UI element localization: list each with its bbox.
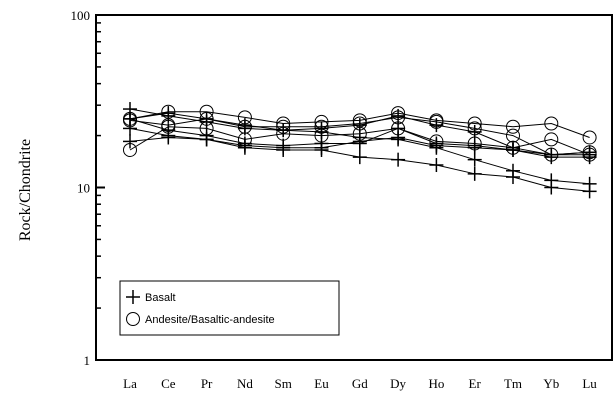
plus-marker: [276, 140, 291, 155]
y-axis-title: Rock/Chondrite: [17, 139, 34, 241]
plus-marker: [506, 170, 520, 185]
series-group: [123, 102, 597, 199]
circle-marker: [544, 132, 559, 147]
x-tick-label: Nd: [237, 376, 253, 391]
x-tick-label: Yb: [543, 376, 559, 391]
circle-marker: [314, 128, 329, 143]
circle-marker: [161, 118, 176, 133]
x-tick-label: Ho: [428, 376, 444, 391]
series-7: [123, 119, 597, 162]
plus-marker: [314, 140, 329, 155]
x-tick-label: Ce: [161, 376, 176, 391]
series-8: [123, 110, 597, 162]
y-tick-label: 100: [71, 8, 91, 23]
circle-marker: [123, 113, 137, 128]
x-tick-label: Pr: [201, 376, 213, 391]
series-line: [129, 126, 590, 156]
plus-marker: [582, 184, 597, 199]
x-tick-label: Eu: [314, 376, 329, 391]
circle-marker: [391, 106, 406, 121]
legend-box: [119, 280, 340, 336]
circle-marker: [429, 114, 444, 129]
plus-marker: [391, 152, 406, 167]
plus-marker: [506, 142, 520, 157]
circle-marker: [276, 116, 291, 131]
x-tick-label: La: [123, 376, 137, 391]
circle-marker: [276, 126, 291, 141]
circle-marker: [467, 136, 482, 151]
circle-marker: [506, 140, 520, 155]
x-tick-label: Er: [469, 376, 482, 391]
x-tick-label: Lu: [582, 376, 597, 391]
circle-marker: [429, 134, 444, 149]
circle-marker: [237, 110, 252, 125]
x-tick-label: Dy: [390, 376, 406, 391]
x-axis-tick-labels: La Ce Pr Nd Sm Eu Gd Dy Ho Er Tm Yb Lu: [123, 376, 597, 391]
circle-marker: [582, 130, 597, 145]
circle-marker: [544, 116, 559, 131]
circle-marker: [199, 121, 214, 136]
x-tick-label: Gd: [352, 376, 368, 391]
series-line: [129, 111, 590, 138]
legend-label: Basalt: [145, 292, 176, 304]
plus-marker: [544, 180, 559, 195]
circle-marker: [506, 119, 520, 134]
plus-marker: [429, 158, 444, 173]
circle-marker: [276, 119, 291, 134]
y-tick-label: 1: [84, 353, 91, 368]
circle-marker: [391, 121, 406, 136]
circle-marker: [506, 128, 520, 143]
circle-marker: [123, 142, 137, 157]
plus-marker: [352, 134, 367, 149]
circle-marker: [582, 145, 597, 160]
plus-marker: [352, 150, 367, 165]
y-tick-label: 10: [77, 181, 90, 196]
circle-marker: [391, 110, 406, 125]
circle-marker: [544, 147, 559, 162]
circle-marker: [467, 116, 482, 131]
x-tick-label: Tm: [504, 376, 522, 391]
circle-marker: [314, 114, 329, 129]
circle-marker: [126, 312, 140, 326]
plus-marker: [126, 290, 140, 304]
plus-marker: [123, 134, 137, 149]
circle-marker: [352, 126, 367, 141]
series-line: [129, 116, 590, 156]
circle-marker: [199, 104, 214, 119]
x-tick-label: Sm: [275, 376, 292, 391]
circle-marker: [314, 119, 329, 134]
plus-marker: [467, 152, 482, 167]
plus-marker: [391, 130, 406, 145]
circle-marker: [352, 116, 367, 131]
legend-label: Andesite/Basaltic-andesite: [145, 314, 275, 326]
plus-marker: [467, 166, 482, 181]
y-axis-ticks: 100 10 1: [71, 8, 105, 368]
series-6: [123, 104, 597, 145]
circle-marker: [467, 121, 482, 136]
circle-marker: [237, 119, 252, 134]
legend: Basalt Andesite/Basaltic-andesite: [119, 280, 340, 336]
circle-marker: [199, 111, 214, 126]
plus-marker: [161, 130, 176, 145]
